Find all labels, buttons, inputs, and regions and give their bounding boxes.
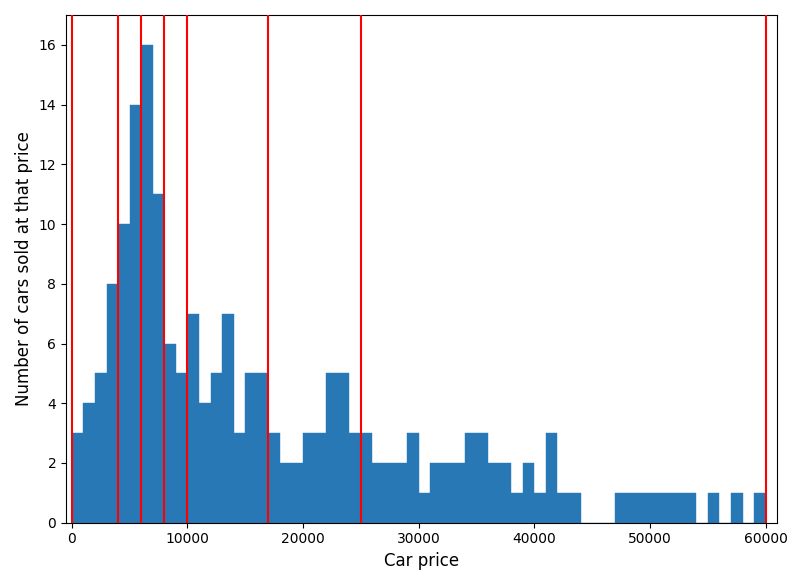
Bar xyxy=(384,463,395,523)
Bar xyxy=(303,433,314,523)
Bar xyxy=(176,373,187,523)
Bar xyxy=(556,493,569,523)
Bar xyxy=(638,493,649,523)
Bar xyxy=(545,433,556,523)
Bar xyxy=(268,433,279,523)
Bar xyxy=(442,463,453,523)
Bar xyxy=(707,493,719,523)
Bar xyxy=(71,433,84,523)
Bar xyxy=(453,463,464,523)
Bar xyxy=(164,343,176,523)
Bar xyxy=(187,314,199,523)
Bar xyxy=(661,493,672,523)
Bar xyxy=(361,433,372,523)
Y-axis label: Number of cars sold at that price: Number of cars sold at that price xyxy=(15,132,33,407)
Bar xyxy=(210,373,222,523)
Bar xyxy=(672,493,684,523)
Bar xyxy=(222,314,234,523)
Bar xyxy=(256,373,268,523)
Bar xyxy=(499,463,511,523)
X-axis label: Car price: Car price xyxy=(384,552,459,570)
Bar xyxy=(279,463,291,523)
Bar xyxy=(84,403,95,523)
Bar xyxy=(372,463,384,523)
Bar xyxy=(534,493,545,523)
Bar xyxy=(337,373,349,523)
Bar xyxy=(511,493,522,523)
Bar xyxy=(106,284,118,523)
Bar xyxy=(395,463,406,523)
Bar xyxy=(569,493,580,523)
Bar xyxy=(430,463,442,523)
Bar xyxy=(684,493,695,523)
Bar xyxy=(349,433,361,523)
Bar xyxy=(418,493,430,523)
Bar xyxy=(406,433,418,523)
Bar xyxy=(753,493,764,523)
Bar xyxy=(730,493,742,523)
Bar xyxy=(314,433,326,523)
Bar xyxy=(118,224,129,523)
Bar xyxy=(464,433,476,523)
Bar xyxy=(95,373,106,523)
Bar xyxy=(291,463,303,523)
Bar xyxy=(153,194,164,523)
Bar xyxy=(487,463,499,523)
Bar xyxy=(476,433,487,523)
Bar xyxy=(141,45,153,523)
Bar xyxy=(245,373,256,523)
Bar xyxy=(234,433,245,523)
Bar xyxy=(626,493,638,523)
Bar xyxy=(649,493,661,523)
Bar xyxy=(326,373,337,523)
Bar xyxy=(614,493,626,523)
Bar xyxy=(129,105,141,523)
Bar xyxy=(522,463,534,523)
Bar xyxy=(199,403,210,523)
